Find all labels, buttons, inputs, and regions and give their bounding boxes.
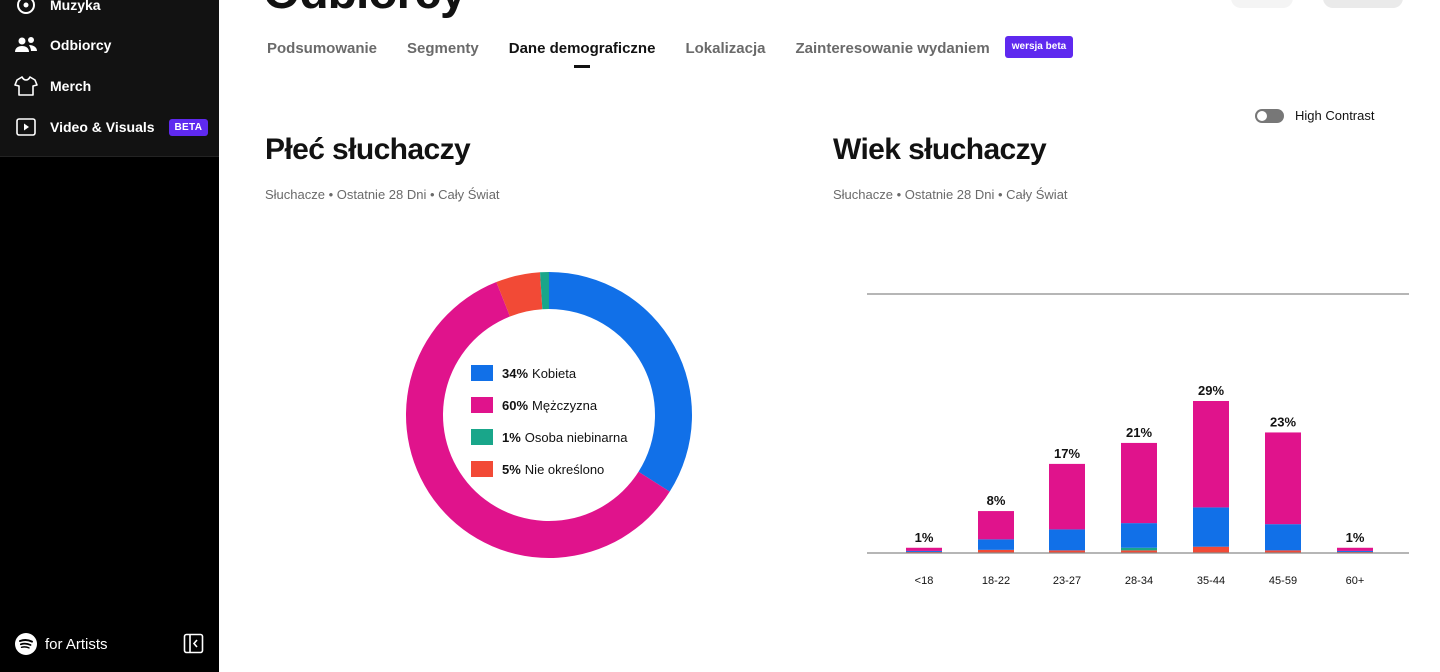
bar-segment-unspecified[interactable] xyxy=(1121,550,1157,553)
donut-slice-osoba-niebinarna[interactable] xyxy=(540,272,549,310)
audience-icon xyxy=(14,33,38,57)
bar-segment-female[interactable] xyxy=(1121,523,1157,548)
bar-segment-female[interactable] xyxy=(1265,524,1301,551)
legend-percent: 5% xyxy=(502,461,521,477)
x-tick-label: 45-59 xyxy=(1269,575,1297,587)
high-contrast-label: High Contrast xyxy=(1295,108,1375,123)
tab-dane-demograficzne[interactable]: Dane demograficzne xyxy=(509,38,655,70)
high-contrast-toggle[interactable]: High Contrast xyxy=(1255,108,1374,123)
gender-section-subtitle: Słuchacze • Ostatnie 28 Dni • Cały Świat xyxy=(265,187,500,202)
legend-item-nie-okreslono: 5% Nie określono xyxy=(471,453,627,485)
x-tick-label: <18 xyxy=(915,575,934,587)
age-bar-chart: 1% <18 8% 18-22 17% 23-27 21% 28-34 29% 35-44 23% 4… xyxy=(867,293,1409,587)
tab-bar: Podsumowanie Segmenty Dane demograficzne… xyxy=(267,36,1074,74)
bar-segment-unspecified[interactable] xyxy=(1049,550,1085,553)
x-tick-label: 28-34 xyxy=(1125,575,1153,587)
gender-donut-chart xyxy=(405,272,692,558)
tab-zainteresowanie-wydaniem[interactable]: Zainteresowanie wydaniem xyxy=(795,40,990,57)
bar-segment-nonbinary[interactable] xyxy=(1121,547,1157,551)
sidebar-item-odbiorcy[interactable]: Odbiorcy xyxy=(0,28,219,62)
bar-segment-female[interactable] xyxy=(978,539,1014,550)
bar-segment-male[interactable] xyxy=(906,547,942,551)
bar-segment-unspecified[interactable] xyxy=(978,549,1014,553)
tab-podsumowanie[interactable]: Podsumowanie xyxy=(267,40,378,57)
bar-segment-male[interactable] xyxy=(1193,401,1229,508)
page-title: Odbiorcy xyxy=(263,0,467,20)
legend-item-mezczyzna: 60% Mężczyzna xyxy=(471,389,627,421)
legend-label: Kobieta xyxy=(532,365,577,381)
bar-total-label: 17% xyxy=(1054,446,1080,461)
tshirt-icon xyxy=(14,74,38,98)
age-section-title: Wiek słuchaczy xyxy=(833,133,1047,166)
gender-section-title: Płeć słuchaczy xyxy=(265,133,471,166)
donut-slice-kobieta[interactable] xyxy=(549,272,692,492)
main-content: Odbiorcy Podsumowanie Segmenty Dane demo… xyxy=(219,0,1440,672)
sidebar-item-label: Odbiorcy xyxy=(50,37,112,53)
sidebar-item-label: Merch xyxy=(50,78,92,94)
bar-segment-male[interactable] xyxy=(1265,432,1301,525)
legend-percent: 60% xyxy=(502,397,529,413)
bar-total-label: 29% xyxy=(1198,383,1224,398)
legend-percent: 1% xyxy=(502,429,521,445)
legend-item-osoba-niebinarna: 1% Osoba niebinarna xyxy=(471,421,627,453)
sidebar-nav: Muzyka Odbiorcy Merch Video & Visuals BE… xyxy=(0,0,219,157)
bar-segment-unspecified[interactable] xyxy=(1265,550,1301,553)
donut-slice-mężczyzna[interactable] xyxy=(405,282,670,558)
spotify-logo-icon xyxy=(15,633,37,655)
legend-swatch xyxy=(471,429,493,445)
bar-total-label: 23% xyxy=(1270,414,1296,429)
collapse-sidebar-icon[interactable] xyxy=(183,633,204,654)
bar-segment-male[interactable] xyxy=(1337,547,1373,551)
legend-swatch xyxy=(471,397,493,413)
bar-total-label: 8% xyxy=(987,493,1006,508)
sidebar-item-label: Muzyka xyxy=(50,0,101,13)
beta-badge: BETA xyxy=(168,118,209,136)
legend-label: Mężczyzna xyxy=(532,397,598,413)
video-icon xyxy=(14,115,38,139)
legend-label: Nie określono xyxy=(524,461,605,477)
music-disc-icon xyxy=(14,0,38,17)
bar-total-label: 21% xyxy=(1126,425,1152,440)
beta-badge: wersja beta xyxy=(1004,36,1074,58)
bar-segment-unspecified[interactable] xyxy=(1193,546,1229,553)
gender-legend: 34% Kobieta 60% Mężczyzna 1% Osoba niebi… xyxy=(471,357,627,485)
bar-segment-female[interactable] xyxy=(906,550,942,552)
header-button[interactable] xyxy=(1231,0,1293,8)
legend-percent: 34% xyxy=(502,365,529,381)
bar-segment-male[interactable] xyxy=(978,511,1014,540)
header-button[interactable] xyxy=(1323,0,1403,8)
sidebar-item-label: Video & Visuals xyxy=(50,119,155,135)
age-section-subtitle: Słuchacze • Ostatnie 28 Dni • Cały Świat xyxy=(833,187,1068,202)
brand-label: for Artists xyxy=(45,635,108,653)
donut-slice-nie-określono[interactable] xyxy=(496,272,543,317)
sidebar-item-muzyka[interactable]: Muzyka xyxy=(0,0,219,22)
x-tick-label: 23-27 xyxy=(1053,575,1081,587)
tab-segmenty[interactable]: Segmenty xyxy=(407,40,479,57)
sidebar: Muzyka Odbiorcy Merch Video & Visuals BE… xyxy=(0,0,219,672)
x-tick-label: 60+ xyxy=(1346,575,1365,587)
legend-swatch xyxy=(471,461,493,477)
bar-segment-male[interactable] xyxy=(1121,442,1157,524)
bar-segment-female[interactable] xyxy=(1337,550,1373,552)
legend-label: Osoba niebinarna xyxy=(524,429,628,445)
bar-segment-female[interactable] xyxy=(1193,507,1229,547)
x-tick-label: 35-44 xyxy=(1197,575,1225,587)
sidebar-item-merch[interactable]: Merch xyxy=(0,69,219,103)
tab-lokalizacja[interactable]: Lokalizacja xyxy=(685,40,766,57)
toggle-switch[interactable] xyxy=(1255,108,1284,123)
bar-total-label: 1% xyxy=(915,530,934,545)
bar-segment-male[interactable] xyxy=(1049,463,1085,530)
bar-total-label: 1% xyxy=(1346,530,1365,545)
x-tick-label: 18-22 xyxy=(982,575,1010,587)
bar-segment-female[interactable] xyxy=(1049,529,1085,551)
sidebar-item-video-visuals[interactable]: Video & Visuals BETA xyxy=(0,110,219,144)
brand[interactable]: for Artists xyxy=(14,632,108,656)
legend-item-kobieta: 34% Kobieta xyxy=(471,357,627,389)
legend-swatch xyxy=(471,365,493,381)
